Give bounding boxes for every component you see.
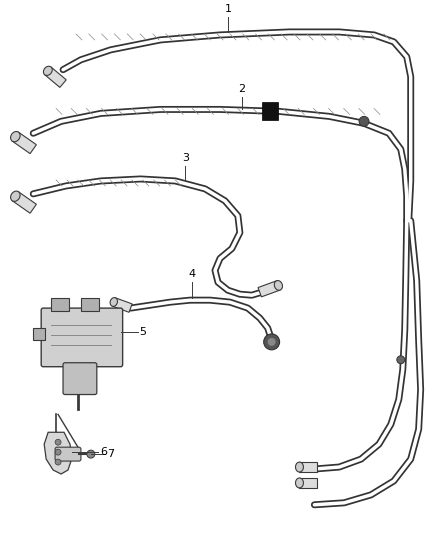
Circle shape xyxy=(55,459,61,465)
Circle shape xyxy=(359,116,369,126)
Circle shape xyxy=(55,439,61,445)
Ellipse shape xyxy=(11,191,20,201)
Bar xyxy=(81,298,99,311)
Circle shape xyxy=(268,338,276,346)
Circle shape xyxy=(264,334,279,350)
Circle shape xyxy=(55,449,61,455)
Polygon shape xyxy=(300,462,318,472)
PathPatch shape xyxy=(44,432,72,474)
Bar xyxy=(33,328,45,340)
Text: 5: 5 xyxy=(140,327,147,337)
Ellipse shape xyxy=(43,66,52,75)
Text: 3: 3 xyxy=(182,153,189,163)
FancyBboxPatch shape xyxy=(55,447,81,461)
FancyBboxPatch shape xyxy=(63,363,97,394)
Text: 2: 2 xyxy=(238,84,245,93)
Polygon shape xyxy=(12,192,36,213)
Text: 4: 4 xyxy=(189,269,196,279)
Polygon shape xyxy=(258,281,280,297)
Polygon shape xyxy=(112,298,132,312)
Polygon shape xyxy=(300,478,318,488)
Circle shape xyxy=(87,450,95,458)
Circle shape xyxy=(397,356,405,364)
Ellipse shape xyxy=(296,478,304,488)
Ellipse shape xyxy=(274,280,283,290)
FancyBboxPatch shape xyxy=(41,308,123,367)
Text: 6: 6 xyxy=(100,447,107,457)
Bar xyxy=(51,298,69,311)
Polygon shape xyxy=(45,67,66,87)
Polygon shape xyxy=(12,132,36,154)
Ellipse shape xyxy=(110,297,117,306)
Text: 1: 1 xyxy=(224,4,231,14)
Bar xyxy=(262,102,278,120)
Ellipse shape xyxy=(296,462,304,472)
Text: 7: 7 xyxy=(107,449,114,459)
Ellipse shape xyxy=(11,132,20,142)
